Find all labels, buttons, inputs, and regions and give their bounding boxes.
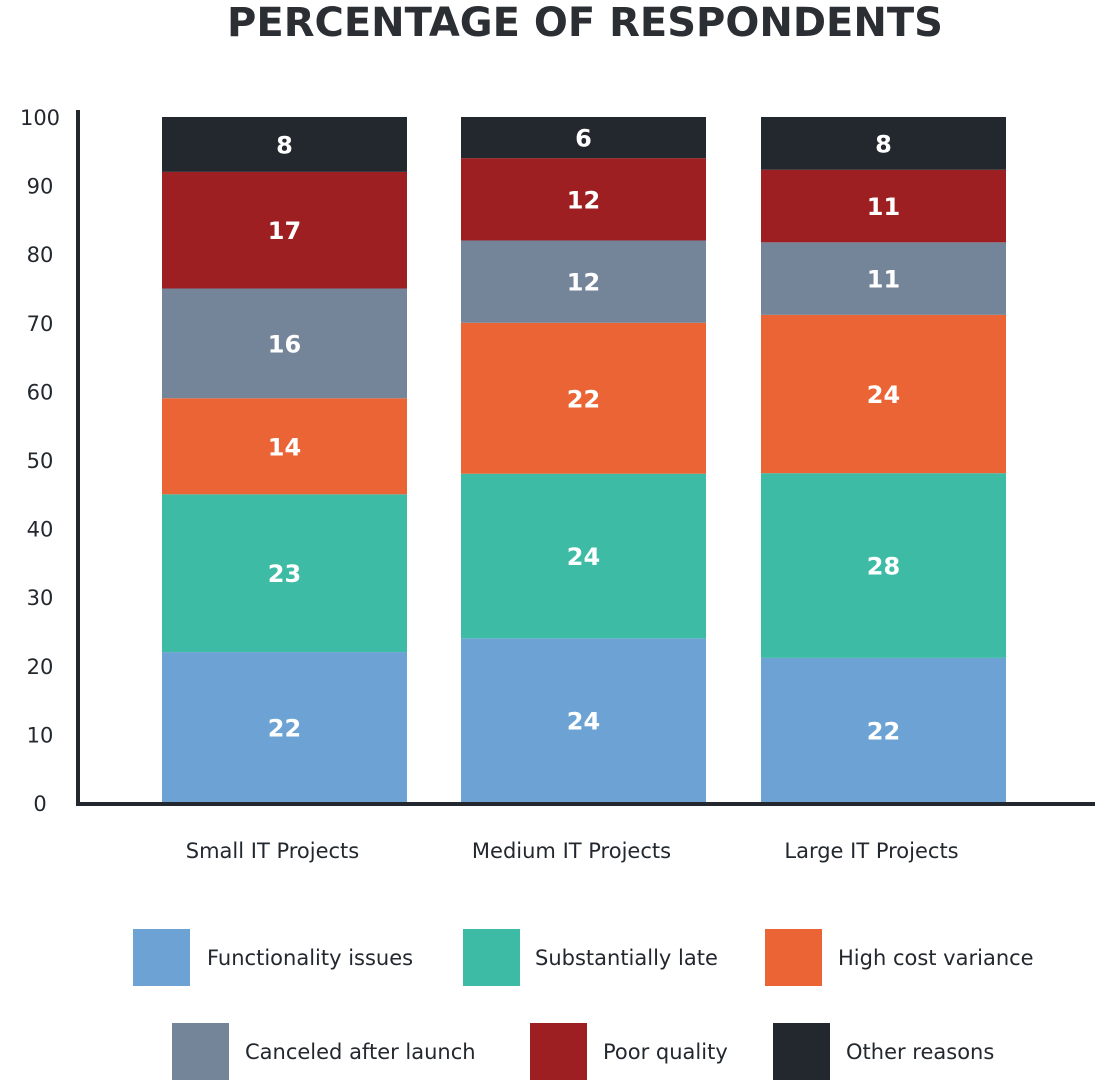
- y-tick-label: 30: [27, 586, 54, 610]
- y-tick-label: 20: [27, 655, 54, 679]
- bar-segment: [461, 322, 706, 474]
- legend-swatch: [765, 929, 822, 986]
- data-label: 11: [867, 266, 900, 294]
- y-tick-label: 90: [27, 175, 54, 199]
- bar-segment: [761, 314, 1006, 474]
- bar-segment: [162, 117, 407, 172]
- data-label: 22: [268, 715, 301, 743]
- data-label: 6: [575, 125, 592, 153]
- legend-swatch: [133, 929, 190, 986]
- bar-segment: [761, 473, 1006, 658]
- legend-label: Functionality issues: [207, 946, 413, 970]
- chart-title: PERCENTAGE OF RESPONDENTS: [227, 0, 943, 46]
- data-label: 17: [268, 217, 301, 245]
- bar-segment: [162, 494, 407, 653]
- data-label: 24: [567, 543, 600, 571]
- y-tick-label: 0: [33, 792, 46, 816]
- bar-segment: [162, 652, 407, 803]
- data-label: 22: [867, 717, 900, 745]
- y-tick-label: 60: [27, 380, 54, 404]
- bar-segment: [461, 158, 706, 241]
- legend-label: Canceled after launch: [245, 1040, 476, 1064]
- data-label: 12: [567, 269, 600, 297]
- bar-segment: [761, 242, 1006, 315]
- data-label: 24: [567, 708, 600, 736]
- bar-segment: [761, 117, 1006, 170]
- legend-swatch: [172, 1023, 229, 1080]
- data-label: 23: [268, 560, 301, 588]
- data-label: 24: [867, 381, 900, 409]
- legend-label: Other reasons: [846, 1040, 994, 1064]
- bar-segment: [461, 473, 706, 639]
- legend-label: Substantially late: [535, 946, 718, 970]
- x-tick-label: Large IT Projects: [784, 839, 958, 863]
- data-label: 12: [567, 186, 600, 214]
- x-tick-label: Medium IT Projects: [472, 839, 671, 863]
- data-label: 22: [567, 385, 600, 413]
- y-tick-label: 40: [27, 518, 54, 542]
- legend-swatch: [530, 1023, 587, 1080]
- y-tick-label: 100: [20, 106, 60, 130]
- data-label: 11: [867, 193, 900, 221]
- data-label: 16: [268, 330, 301, 358]
- data-label: 14: [268, 433, 301, 461]
- y-tick-label: 70: [27, 312, 54, 336]
- data-label: 8: [875, 130, 892, 158]
- bar-segment: [761, 169, 1006, 243]
- x-tick-label: Small IT Projects: [186, 839, 360, 863]
- bar-segment: [162, 288, 407, 399]
- data-label: 8: [276, 131, 293, 159]
- legend-label: High cost variance: [838, 946, 1034, 970]
- bar-segment: [461, 117, 706, 159]
- y-tick-label: 80: [27, 243, 54, 267]
- legend-swatch: [773, 1023, 830, 1080]
- bar-segment: [461, 240, 706, 323]
- bar-segment: [761, 657, 1006, 803]
- y-tick-label: 50: [27, 449, 54, 473]
- bar-segment: [162, 171, 407, 289]
- bar-segment: [461, 638, 706, 803]
- data-label: 28: [867, 553, 900, 581]
- bar-segment: [162, 398, 407, 495]
- legend-swatch: [463, 929, 520, 986]
- y-tick-label: 10: [27, 723, 54, 747]
- legend-label: Poor quality: [603, 1040, 728, 1064]
